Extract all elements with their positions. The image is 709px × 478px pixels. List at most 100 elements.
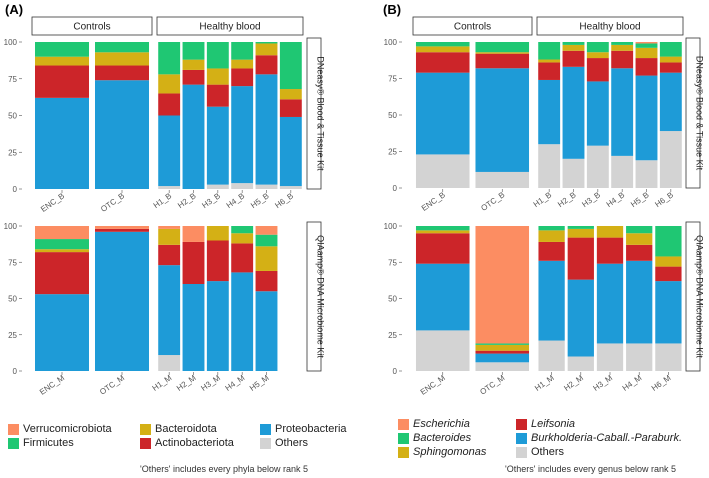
strip-col-label-b-1: Healthy blood [579, 22, 640, 33]
bar-seg-a-actinobacteriota-H6_B [279, 99, 302, 117]
strip-col-label-a-0: Controls [73, 22, 110, 33]
legend-item-sphingomonas: Sphingomonas [398, 446, 486, 458]
bar-seg-b-leifsonia-H5_B [635, 58, 658, 76]
bar-seg-b-leifsonia-H6_B [659, 62, 682, 73]
legend-label: Bacteroides [413, 432, 472, 444]
bar-seg-a-firmicutes-H1_B [158, 42, 181, 75]
bar-seg-b-bacteroides-H4_B [611, 42, 634, 45]
legend-note-b: 'Others' includes every genus below rank… [505, 464, 677, 474]
legend-swatch [260, 437, 271, 449]
bar-seg-b-sphingomonas-H4_B [611, 44, 634, 51]
bar-seg-b-others-H6_M [655, 343, 682, 371]
strip-col-a-1 [156, 16, 304, 36]
bar-seg-b-others-H1_B [538, 144, 561, 188]
ytick-label-b-1: 25 [388, 331, 397, 340]
legend-label: Others [531, 446, 565, 458]
xtick-label-a-H1_M: H1_M [151, 373, 174, 393]
legend-note-a: 'Others' includes every phyla below rank… [140, 464, 309, 474]
xtick-label-a-H3_M: H3_M [199, 373, 222, 393]
bar-seg-b-others-ENC_M [415, 330, 470, 371]
strip-col-a-0 [31, 16, 153, 36]
bar-seg-b-burkholderia-caball-paraburk--H3_M [596, 263, 624, 344]
bar-seg-a-actinobacteriota-OTC_M [95, 228, 149, 232]
bar-seg-b-others-H4_B [611, 155, 634, 188]
bar-seg-a-actinobacteriota-H3_B [206, 84, 229, 107]
legend-item-bacteroidota: Bacteroidota [140, 423, 217, 435]
xtick-label-b-OTC_M: OTC_M [478, 373, 506, 397]
bar-seg-a-firmicutes-ENC_M [35, 239, 89, 250]
bar-seg-a-others-H3_B [206, 184, 229, 189]
legend-item-firmicutes: Firmicutes [8, 437, 74, 449]
bar-seg-a-firmicutes-H2_B [182, 42, 205, 60]
bar-seg-a-others-H1_M [158, 355, 181, 371]
legend-swatch [8, 437, 19, 449]
bar-seg-a-proteobacteria-H4_B [231, 86, 254, 184]
legend-item-proteobacteria: Proteobacteria [260, 423, 347, 435]
bar-seg-a-firmicutes-H5_B [255, 42, 278, 44]
xtick-label-a-H5_M: H5_M [248, 373, 271, 393]
bar-seg-a-verrucomicrobiota-H2_M [182, 226, 205, 242]
xtick-label-a-H2_B: H2_B [176, 191, 198, 210]
bar-seg-a-bacteroidota-H5_M [255, 246, 278, 271]
bar-seg-b-escherichia-OTC_M [475, 226, 530, 344]
legend-swatch [398, 432, 409, 444]
bar-seg-b-burkholderia-caball-paraburk--H6_M [655, 281, 682, 344]
legend-swatch [516, 432, 527, 444]
legend-panel-b: Escherichia Bacteroides Sphingomonas Leifso… [398, 418, 708, 463]
legend-swatch [398, 446, 409, 458]
legend-label: Verrucomicrobiota [23, 423, 112, 435]
bar-seg-a-verrucomicrobiota-OTC_M [95, 226, 149, 229]
legend-swatch [398, 418, 409, 430]
legend-swatch [140, 423, 151, 435]
ytick-label-a-0: 25 [8, 148, 17, 157]
legend-label: Others [275, 437, 309, 449]
legend-swatch [140, 437, 151, 449]
bar-seg-b-others-H2_M [567, 356, 594, 371]
bar-seg-b-burkholderia-caball-paraburk--H1_M [538, 260, 565, 341]
bar-seg-a-verrucomicrobiota-H5_M [255, 226, 278, 235]
bar-seg-b-sphingomonas-H5_B [635, 47, 658, 59]
bar-seg-a-actinobacteriota-H5_M [255, 270, 278, 292]
bar-seg-b-burkholderia-caball-paraburk--H2_B [562, 66, 585, 159]
bar-seg-b-others-OTC_B [475, 171, 530, 188]
ytick-label-a-0: 75 [8, 75, 17, 84]
bar-seg-a-proteobacteria-H5_B [255, 74, 278, 185]
strip-row-label-b-1: QIAamp® DNA Microbiome Kit [695, 235, 705, 358]
xtick-label-b-H4_B: H4_B [605, 190, 627, 209]
xtick-label-a-ENC_M: ENC_M [38, 373, 66, 397]
bar-seg-b-burkholderia-caball-paraburk--OTC_M [475, 353, 530, 363]
bar-seg-a-proteobacteria-H3_B [206, 106, 229, 185]
xtick-label-b-H4_M: H4_M [621, 373, 644, 393]
bar-seg-a-proteobacteria-H1_B [158, 115, 181, 187]
legend-item-bacteroides: Bacteroides [398, 432, 471, 444]
bar-seg-a-actinobacteriota-ENC_M [35, 252, 89, 295]
strip-col-label-a-1: Healthy blood [199, 22, 260, 33]
xtick-label-b-H1_M: H1_M [533, 373, 556, 393]
bar-seg-a-actinobacteriota-OTC_B [95, 65, 149, 81]
bar-seg-b-sphingomonas-H4_M [626, 233, 653, 245]
bar-seg-b-bacteroides-H2_M [567, 226, 594, 229]
strip-row-b-0 [685, 37, 701, 189]
strip-col-b-1 [536, 16, 684, 36]
bar-seg-a-actinobacteriota-H4_B [231, 68, 254, 87]
legend-label: Sphingomonas [413, 446, 487, 458]
panel-label-b: (B) [383, 2, 402, 17]
ytick-label-b-0: 50 [388, 111, 397, 120]
xtick-label-a-H3_B: H3_B [200, 191, 222, 210]
bar-seg-a-verrucomicrobiota-ENC_M [35, 226, 89, 240]
xtick-label-b-H1_B: H1_B [532, 190, 554, 209]
bar-seg-a-proteobacteria-H3_M [206, 281, 229, 371]
ytick-label-a-0: 50 [8, 112, 17, 121]
bar-seg-a-proteobacteria-H4_M [231, 272, 254, 371]
bar-seg-a-proteobacteria-ENC_M [35, 294, 89, 371]
bar-seg-a-proteobacteria-H5_M [255, 291, 278, 371]
bar-seg-b-bacteroides-H6_M [655, 226, 682, 257]
bar-seg-a-firmicutes-ENC_B [35, 42, 89, 57]
bar-seg-b-others-H6_B [659, 131, 682, 188]
legend-label: Leifsonia [531, 418, 576, 430]
bar-seg-b-bacteroides-H1_M [538, 226, 565, 231]
ytick-label-b-0: 75 [388, 75, 397, 84]
bar-seg-b-burkholderia-caball-paraburk--H4_M [626, 260, 653, 344]
bar-seg-a-actinobacteriota-H1_M [158, 244, 181, 266]
